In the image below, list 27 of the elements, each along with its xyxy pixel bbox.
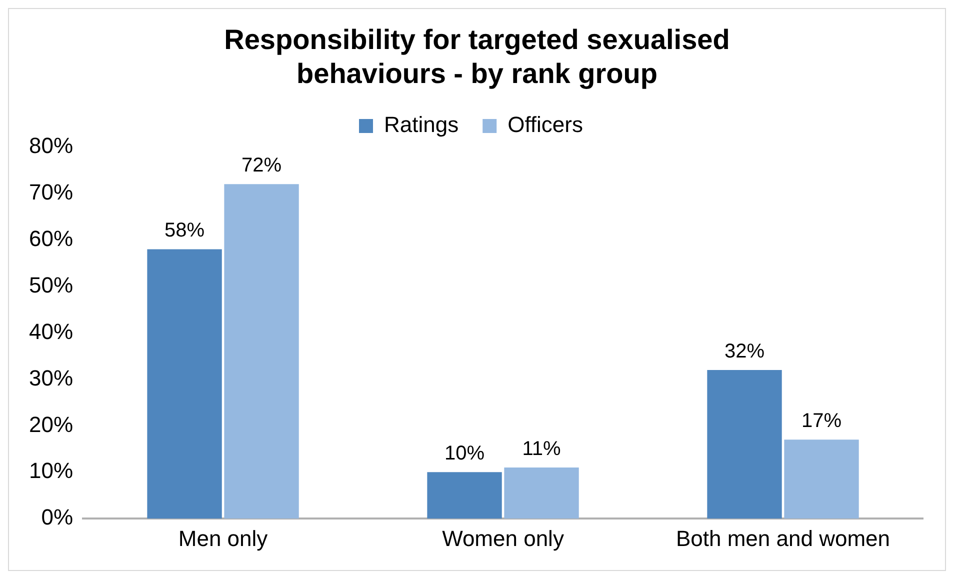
bar — [224, 184, 299, 519]
data-label: 58% — [164, 220, 205, 242]
y-tick-label: 60% — [28, 226, 74, 251]
y-tick-label: 40% — [28, 318, 74, 344]
x-tick-label: Both men and women — [676, 526, 890, 551]
data-label: 10% — [444, 442, 485, 465]
legend-label: Ratings — [384, 112, 459, 138]
y-tick-label: 30% — [28, 365, 74, 390]
data-label: 32% — [724, 340, 765, 362]
y-tick-label: 0% — [41, 504, 74, 530]
y-tick-label: 80% — [28, 133, 74, 158]
x-tick-label: Men only — [178, 526, 268, 551]
y-tick-label: 70% — [28, 180, 74, 205]
legend-label: Officers — [508, 112, 583, 138]
chart-title: Responsibility for targeted sexualised behaviours - by rank group — [223, 23, 731, 91]
bar — [504, 468, 579, 519]
bar — [147, 249, 222, 519]
data-label: 72% — [242, 154, 282, 177]
y-tick-label: 50% — [28, 272, 74, 298]
y-tick-label: 20% — [28, 412, 74, 437]
y-tick-label: 10% — [28, 458, 74, 484]
bar — [707, 370, 782, 519]
bar — [784, 440, 859, 519]
data-label: 17% — [801, 410, 842, 432]
x-tick-label: Women only — [442, 526, 564, 551]
bar — [427, 472, 502, 519]
data-label: 11% — [522, 438, 562, 460]
